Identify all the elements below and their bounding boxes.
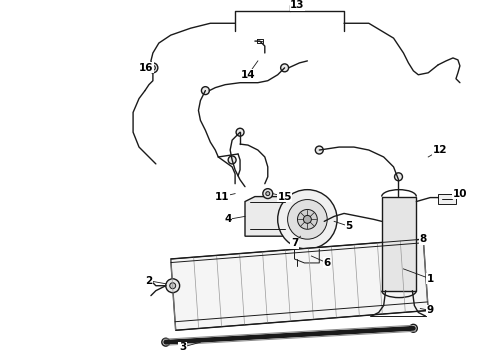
Text: 15: 15 bbox=[277, 192, 292, 202]
Circle shape bbox=[394, 173, 402, 181]
Text: 9: 9 bbox=[427, 306, 434, 315]
Circle shape bbox=[266, 192, 270, 195]
Circle shape bbox=[410, 324, 417, 332]
Text: 10: 10 bbox=[453, 189, 467, 199]
Circle shape bbox=[263, 189, 273, 199]
Text: 13: 13 bbox=[290, 0, 305, 10]
Text: 6: 6 bbox=[323, 258, 331, 268]
Circle shape bbox=[236, 128, 244, 136]
Text: 3: 3 bbox=[179, 342, 186, 352]
Bar bbox=[438, 194, 456, 203]
Text: 16: 16 bbox=[139, 63, 153, 73]
Polygon shape bbox=[171, 239, 428, 330]
Text: 8: 8 bbox=[419, 234, 427, 244]
Circle shape bbox=[166, 279, 180, 293]
Circle shape bbox=[297, 210, 318, 229]
Text: 12: 12 bbox=[433, 145, 447, 155]
Text: 4: 4 bbox=[224, 214, 232, 224]
Text: 11: 11 bbox=[215, 192, 229, 202]
Text: 2: 2 bbox=[146, 276, 152, 286]
Circle shape bbox=[281, 64, 289, 72]
Circle shape bbox=[148, 63, 158, 73]
Circle shape bbox=[288, 199, 327, 239]
Circle shape bbox=[316, 146, 323, 154]
Text: 14: 14 bbox=[241, 70, 255, 80]
Text: 7: 7 bbox=[291, 238, 298, 248]
Circle shape bbox=[162, 338, 170, 346]
Circle shape bbox=[278, 190, 337, 249]
Circle shape bbox=[201, 87, 209, 95]
Text: 5: 5 bbox=[345, 221, 353, 231]
Circle shape bbox=[228, 156, 236, 164]
Polygon shape bbox=[245, 197, 290, 236]
Circle shape bbox=[170, 283, 176, 289]
Text: 1: 1 bbox=[427, 274, 434, 284]
Circle shape bbox=[303, 215, 311, 223]
Circle shape bbox=[150, 66, 155, 70]
Bar bbox=[382, 197, 416, 291]
